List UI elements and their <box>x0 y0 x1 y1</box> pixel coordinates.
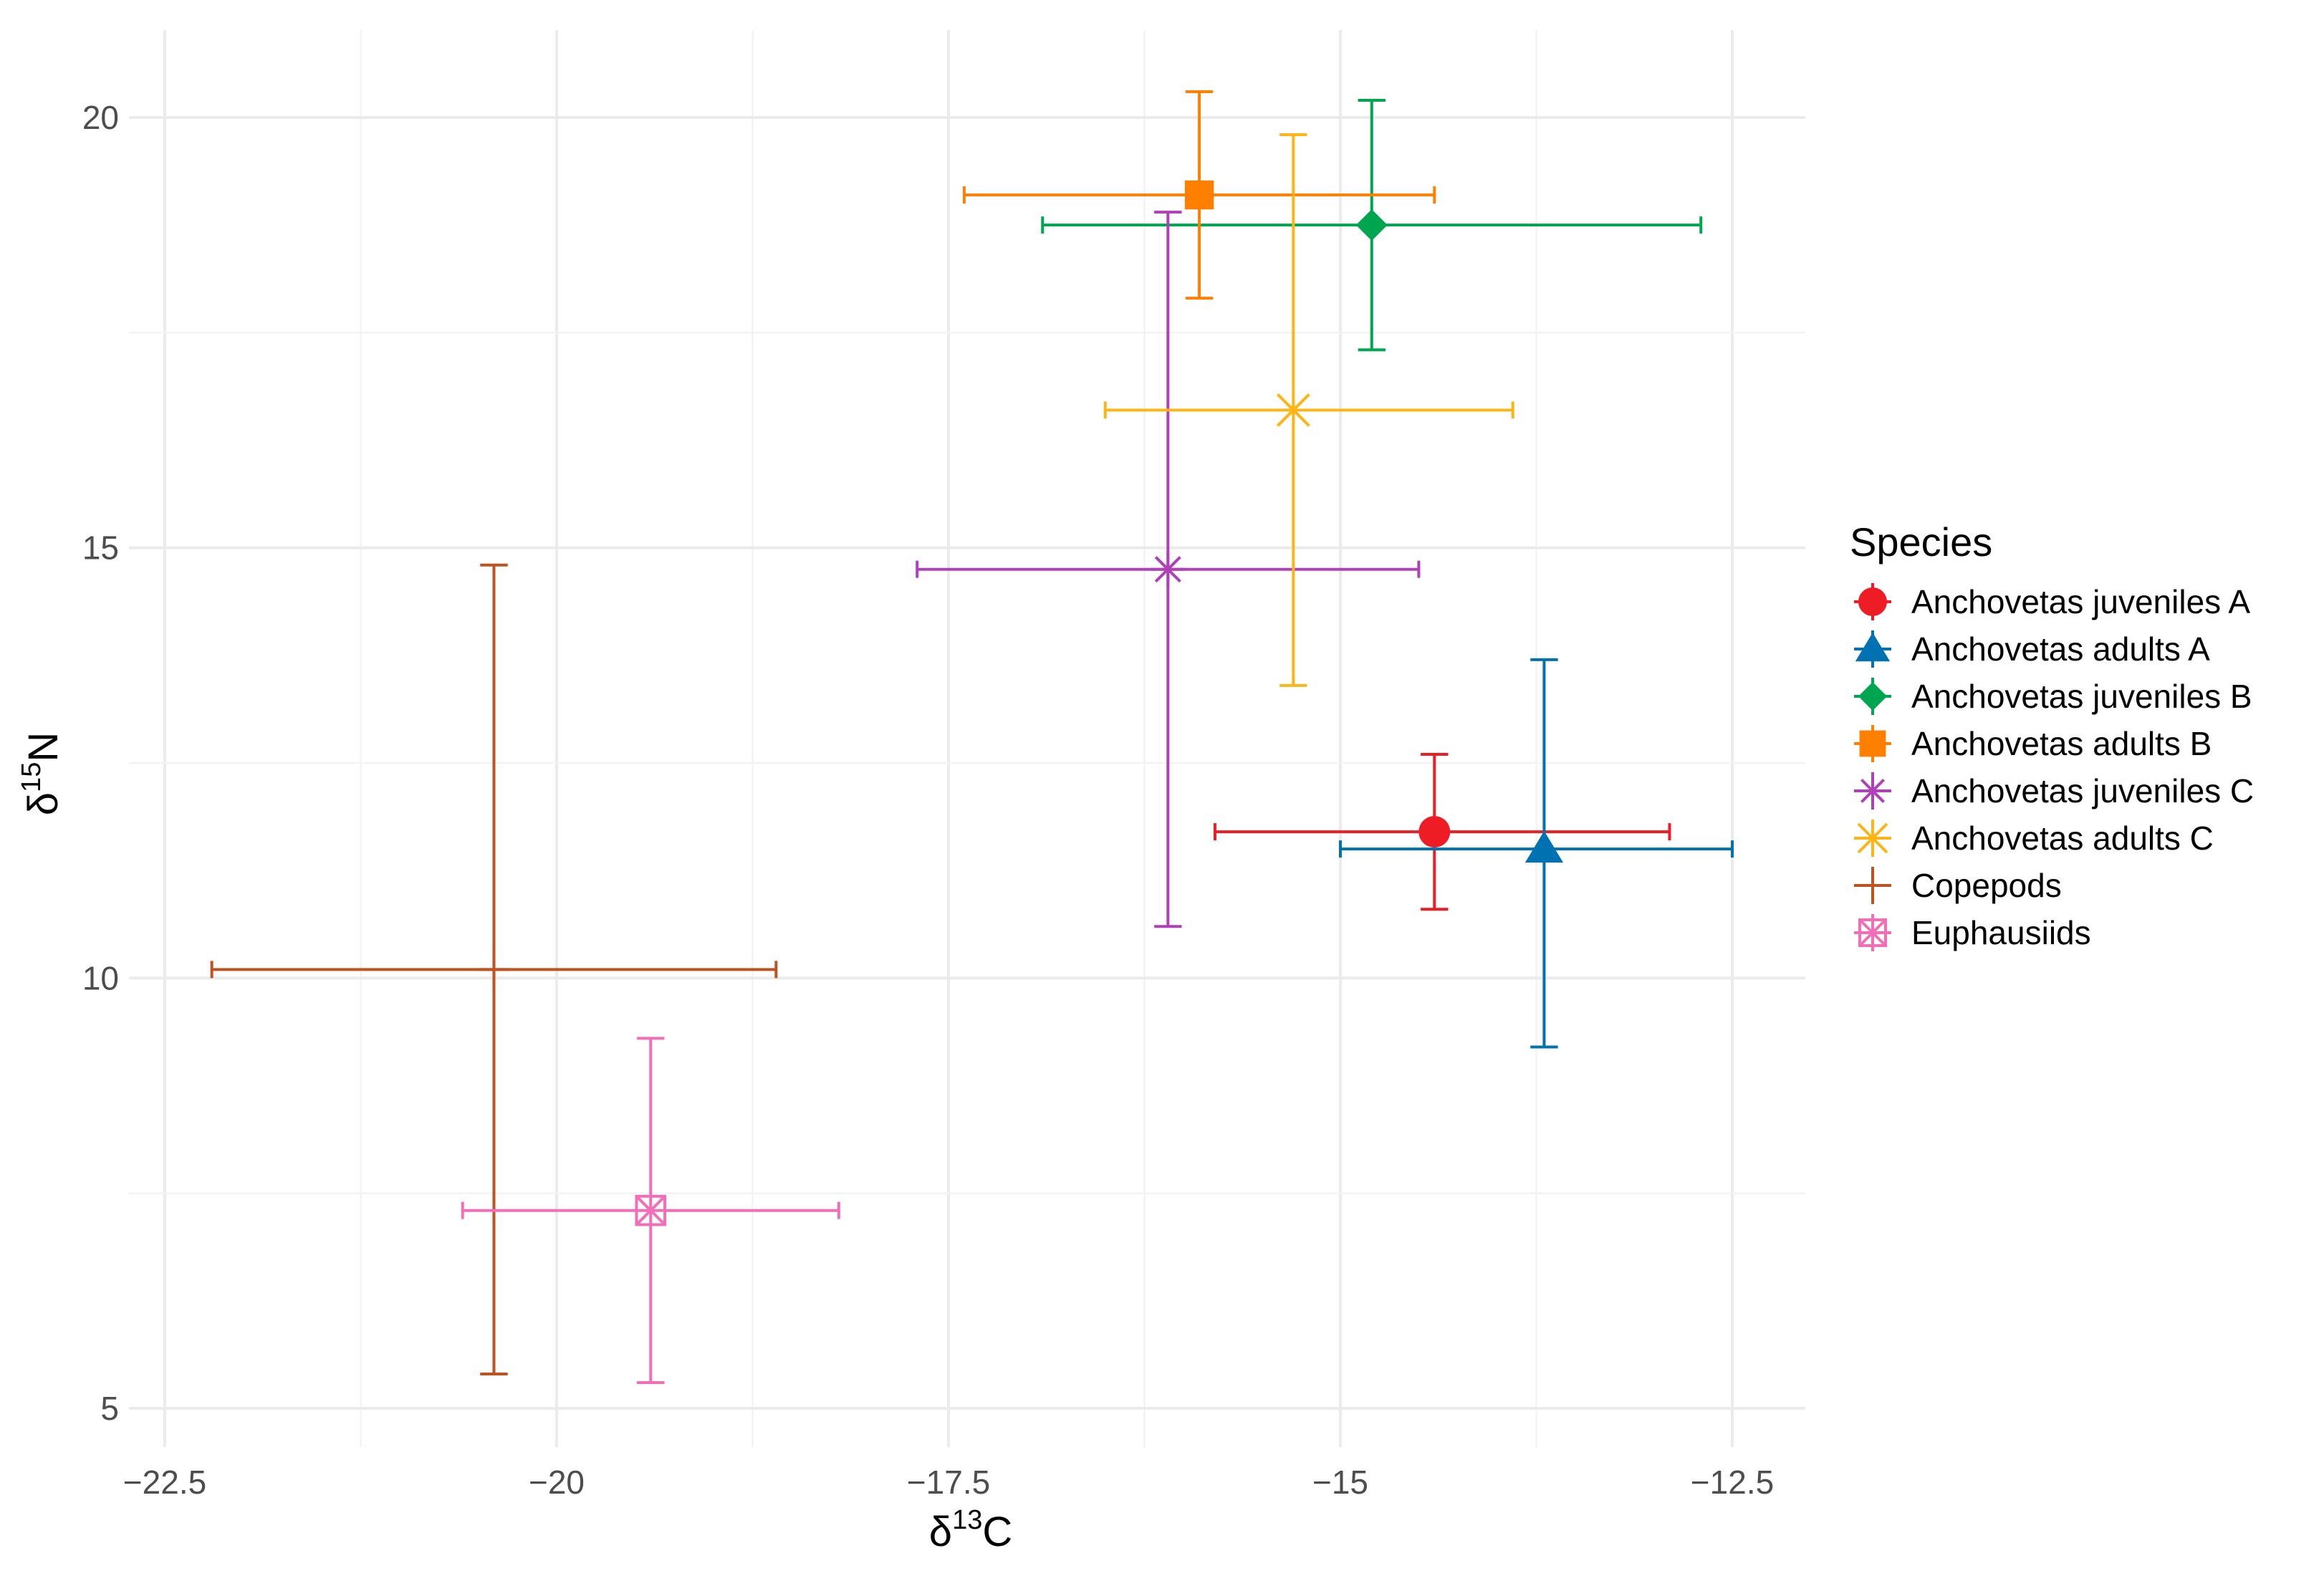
legend-key <box>1854 867 1891 904</box>
data-point <box>1355 209 1388 241</box>
y-tick-label: 10 <box>82 959 119 996</box>
legend-label: Anchovetas juveniles B <box>1911 678 2252 715</box>
legend-item: Anchovetas juveniles A <box>1854 583 2250 620</box>
legend-key <box>1854 914 1891 951</box>
y-tick-label: 5 <box>100 1390 119 1427</box>
legend-marker <box>1858 871 1887 900</box>
y-axis-title: δ15N <box>16 732 67 815</box>
legend-marker <box>1858 918 1887 947</box>
x-tick-label: −17.5 <box>907 1464 990 1501</box>
x-tick-label: −15 <box>1312 1464 1368 1501</box>
legend-key <box>1854 725 1891 762</box>
x-error-bar <box>1103 401 1514 419</box>
x-axis-title-rest: C <box>982 1509 1012 1555</box>
legend-label: Anchovetas adults B <box>1911 725 2212 762</box>
x-axis-title: δ13C <box>929 1505 1012 1555</box>
legend-key <box>1854 820 1891 857</box>
legend-title: Species <box>1850 519 1992 564</box>
y-axis-title-superscript: 15 <box>16 762 47 792</box>
legend-key <box>1854 583 1891 620</box>
x-tick-label: −22.5 <box>123 1464 206 1501</box>
legend-label: Copepods <box>1911 867 2062 904</box>
grid <box>129 30 1805 1447</box>
legend-item: Anchovetas adults C <box>1854 820 2214 857</box>
y-tick-label: 20 <box>82 99 119 136</box>
y-axis-ticks: 5 10 15 20 <box>82 99 119 1427</box>
legend-item: Anchovetas adults A <box>1854 630 2210 668</box>
series-anchovetas-juveniles-b <box>1041 98 1703 352</box>
data-point <box>1151 552 1186 587</box>
series-euphausiids <box>461 1037 840 1384</box>
data-point <box>478 953 510 986</box>
legend-label: Euphausiids <box>1911 914 2091 951</box>
legend-marker <box>1857 822 1888 854</box>
legend-marker <box>1855 633 1891 662</box>
legend-item: Anchovetas adults B <box>1854 725 2212 762</box>
y-tick-label: 15 <box>82 529 119 567</box>
x-tick-label: −20 <box>529 1464 585 1501</box>
legend-marker <box>1858 682 1887 711</box>
legend-marker <box>1858 587 1887 616</box>
x-tick-label: −12.5 <box>1691 1464 1774 1501</box>
legend: Species Anchovetas juveniles A Anchovetas… <box>1850 519 2254 951</box>
data-point <box>1418 816 1451 848</box>
legend-key <box>1854 772 1891 809</box>
legend-item: Anchovetas juveniles C <box>1854 772 2254 809</box>
data-point <box>1184 180 1214 210</box>
legend-label: Anchovetas adults C <box>1911 820 2214 857</box>
legend-item: Copepods <box>1854 867 2062 904</box>
legend-key <box>1854 678 1891 715</box>
legend-item: Euphausiids <box>1854 914 2091 951</box>
data-point <box>635 1194 667 1226</box>
legend-marker <box>1859 730 1886 757</box>
x-axis-title-superscript: 13 <box>952 1505 982 1535</box>
legend-item: Anchovetas juveniles B <box>1854 678 2252 715</box>
data-point <box>1524 830 1564 863</box>
data-point <box>1276 393 1310 427</box>
series-anchovetas-juveniles-c <box>916 211 1421 928</box>
legend-label: Anchovetas juveniles A <box>1911 583 2250 620</box>
legend-label: Anchovetas juveniles C <box>1911 772 2254 809</box>
y-axis-title-rest: N <box>20 732 67 762</box>
series-anchovetas-juveniles-a <box>1213 752 1671 911</box>
y-axis-title-base: δ <box>20 792 67 815</box>
series-anchovetas-adults-b <box>962 90 1436 300</box>
series-anchovetas-adults-c <box>1103 133 1514 687</box>
series-copepods <box>210 563 778 1375</box>
x-axis-title-base: δ <box>929 1509 952 1555</box>
x-axis-ticks: −22.5 −20 −17.5 −15 −12.5 <box>123 1464 1774 1501</box>
data-series <box>210 90 1734 1384</box>
series-anchovetas-adults-a <box>1339 658 1734 1049</box>
legend-marker <box>1857 775 1888 807</box>
legend-key <box>1854 630 1891 668</box>
legend-label: Anchovetas adults A <box>1911 630 2210 668</box>
